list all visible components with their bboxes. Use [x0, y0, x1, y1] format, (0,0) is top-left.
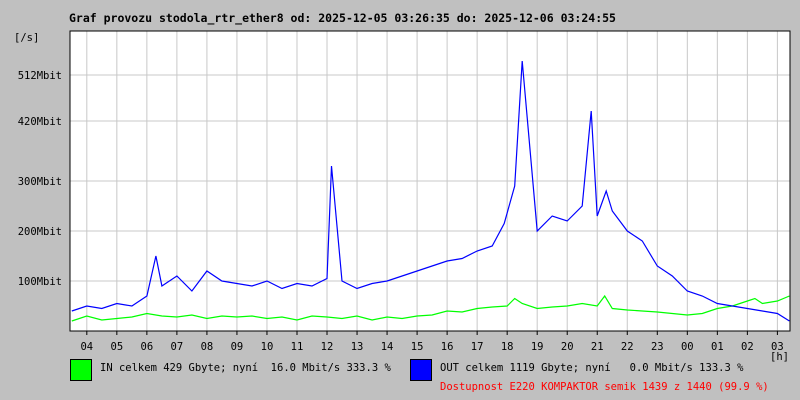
x-axis-unit: [h] — [770, 351, 789, 363]
x-tick-label: 13 — [351, 341, 364, 353]
plot-frame — [69, 30, 791, 332]
x-tick-label: 22 — [621, 341, 634, 353]
x-tick-label: 03 — [771, 341, 784, 353]
x-tick-label: 15 — [411, 341, 424, 353]
y-tick-label: 300Mbit — [18, 176, 62, 188]
x-tick-label: 10 — [261, 341, 274, 353]
x-tick-label: 23 — [651, 341, 664, 353]
x-tick-label: 11 — [291, 341, 304, 353]
x-tick-label: 06 — [141, 341, 154, 353]
series-in-line — [71, 294, 790, 322]
x-tick-label: 08 — [201, 341, 214, 353]
x-tick-label: 14 — [381, 341, 394, 353]
series-lines — [71, 60, 790, 322]
y-tick-label: 420Mbit — [18, 116, 62, 128]
x-tick-label: 02 — [741, 341, 754, 353]
y-tick-label: 100Mbit — [18, 276, 62, 288]
x-tick-label: 01 — [711, 341, 724, 353]
axis-tick-labels: 100Mbit 200Mbit 300Mbit 420Mbit 512Mbit 04 05 0… — [14, 32, 789, 363]
x-tick-label: 07 — [171, 341, 184, 353]
x-tick-label: 09 — [231, 341, 244, 353]
y-tick-label: 512Mbit — [18, 70, 62, 82]
x-tick-label: 12 — [321, 341, 334, 353]
chart-title: Graf provozu stodola_rtr_ether8 od: 2025… — [69, 11, 616, 25]
y-axis-label: [/s] — [14, 32, 39, 44]
x-tick-label: 05 — [111, 341, 124, 353]
x-tick-label: 18 — [501, 341, 514, 353]
out-legend-swatch — [410, 359, 432, 381]
in-legend-swatch — [70, 359, 92, 381]
x-tick-label: 19 — [531, 341, 544, 353]
x-tick-label: 20 — [561, 341, 574, 353]
series-out-line — [71, 60, 790, 322]
y-tick-label: 200Mbit — [18, 226, 62, 238]
x-tick-label: 21 — [591, 341, 604, 353]
out-legend-text: OUT celkem 1119 Gbyte; nyní 0.0 Mbit/s 1… — [440, 362, 744, 374]
in-legend-text: IN celkem 429 Gbyte; nyní 16.0 Mbit/s 33… — [100, 362, 391, 374]
x-tick-label: 16 — [441, 341, 454, 353]
x-tick-label: 17 — [471, 341, 484, 353]
x-tick-label: 04 — [80, 341, 93, 353]
x-tick-label: 00 — [681, 341, 694, 353]
plot-border — [69, 30, 791, 332]
grid-lines — [70, 31, 790, 335]
availability-text: Dostupnost E220 KOMPAKTOR semik 1439 z 1… — [440, 381, 769, 393]
